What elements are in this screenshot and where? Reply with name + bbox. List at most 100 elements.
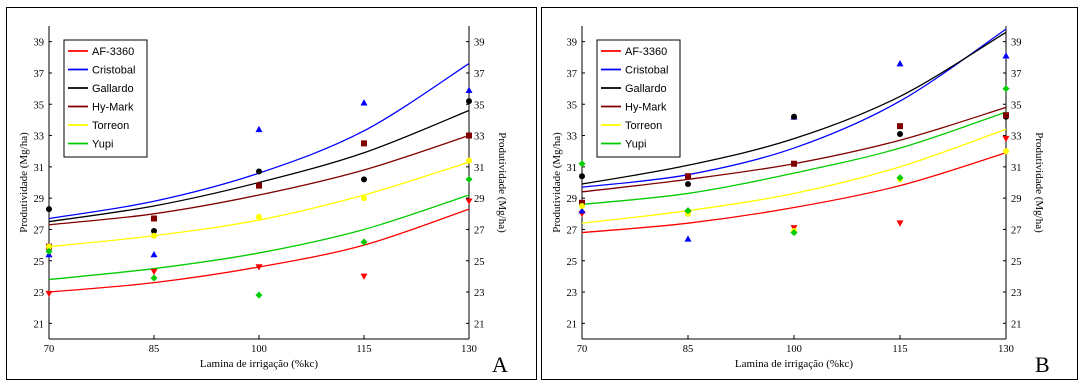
data-point-yupi — [790, 229, 798, 237]
x-tick-label: 85 — [149, 344, 160, 355]
y-tick-label-left: 23 — [567, 288, 578, 299]
data-point-hy-mark — [579, 199, 585, 206]
data-point-af-3360 — [1002, 135, 1010, 143]
x-tick-label: 70 — [44, 344, 55, 355]
data-point-yupi — [578, 160, 586, 168]
fit-line-af-3360 — [48, 208, 470, 293]
data-point-gallardo — [897, 130, 903, 137]
y-tick-label-left: 21 — [567, 319, 578, 330]
data-point-af-3360 — [255, 264, 263, 271]
legend-label: Gallardo — [92, 83, 134, 95]
y-tick-label-right: 23 — [474, 288, 485, 299]
y-tick-label-left: 33 — [567, 132, 578, 143]
y-tick-label-left: 37 — [34, 69, 45, 80]
y-tick-label-left: 23 — [34, 288, 45, 299]
data-point-af-3360 — [896, 220, 904, 227]
data-point-yupi — [150, 274, 158, 282]
panel-letter: B — [1035, 352, 1050, 377]
y-tick-label-right: 21 — [1011, 319, 1022, 330]
data-point-af-3360 — [465, 198, 473, 205]
y-axis-title-left: Produtividade (Mg/ha) — [18, 132, 30, 233]
x-tick-label: 85 — [683, 344, 694, 355]
fit-line-cristobal — [581, 28, 1007, 188]
data-point-cristobal — [360, 99, 368, 106]
legend-label: Yupi — [92, 139, 113, 151]
fit-line-torreon — [48, 161, 470, 248]
legend-label: Cristobal — [625, 65, 668, 77]
legend-label: Hy-Mark — [625, 102, 667, 114]
y-tick-label-right: 21 — [474, 319, 485, 330]
data-point-gallardo — [466, 98, 472, 105]
y-tick-label-right: 37 — [1011, 69, 1022, 80]
data-point-cristobal — [465, 86, 473, 93]
legend-label: Torreon — [625, 120, 662, 132]
fit-line-gallardo — [48, 109, 470, 223]
y-tick-label-right: 39 — [1011, 38, 1022, 49]
fit-line-af-3360 — [581, 152, 1007, 234]
chart-panel-a: 21 21 23 23 25 25 27 27 29 29 31 31 33 33 35 35 37 37 39 39… — [6, 7, 537, 380]
x-tick-label: 130 — [461, 344, 477, 355]
data-point-torreon — [1003, 148, 1009, 155]
y-tick-label-left: 27 — [567, 225, 578, 236]
y-tick-label-right: 27 — [474, 225, 485, 236]
legend-label: Gallardo — [625, 83, 667, 95]
y-tick-label-left: 39 — [567, 38, 578, 49]
data-point-yupi — [255, 291, 263, 299]
fit-line-yupi — [48, 194, 470, 281]
y-tick-label-right: 37 — [474, 69, 485, 80]
y-tick-label-right: 23 — [1011, 288, 1022, 299]
data-point-cristobal — [150, 250, 158, 258]
y-tick-label-right: 29 — [1011, 194, 1022, 205]
x-tick-label: 100 — [786, 344, 802, 355]
data-point-hy-mark — [685, 173, 691, 180]
y-tick-label-left: 35 — [567, 100, 578, 111]
data-point-gallardo — [685, 181, 691, 188]
data-point-hy-mark — [791, 160, 797, 167]
data-point-torreon — [46, 243, 52, 250]
x-tick-label: 100 — [251, 344, 267, 355]
y-tick-label-right: 33 — [1011, 132, 1022, 143]
legend-box — [63, 39, 148, 158]
data-point-af-3360 — [45, 290, 53, 298]
x-axis-title: Lamina de irrigação (%kc) — [735, 358, 854, 370]
y-tick-label-right: 25 — [474, 257, 485, 268]
data-point-gallardo — [256, 168, 262, 175]
y-tick-label-right: 35 — [1011, 100, 1022, 111]
y-tick-label-right: 31 — [474, 163, 485, 174]
data-point-yupi — [1002, 85, 1010, 93]
data-point-yupi — [465, 175, 473, 183]
fit-line-hy-mark — [48, 134, 470, 226]
data-point-hy-mark — [361, 140, 367, 147]
legend-label: Torreon — [92, 120, 129, 132]
data-point-hy-mark — [1003, 112, 1009, 119]
legend-label: Cristobal — [92, 65, 135, 77]
legend-label: Hy-Mark — [92, 102, 134, 114]
y-tick-label-right: 31 — [1011, 163, 1022, 174]
y-tick-label-left: 29 — [567, 194, 578, 205]
y-tick-label-right: 39 — [474, 38, 485, 49]
y-axis-title-right: Produtividade (Mg/ha) — [1033, 132, 1045, 233]
y-tick-label-left: 35 — [34, 100, 45, 111]
y-tick-label-left: 25 — [34, 257, 45, 268]
data-point-cristobal — [578, 207, 586, 214]
data-point-hy-mark — [256, 182, 262, 189]
y-tick-label-left: 25 — [567, 257, 578, 268]
legend-box — [596, 39, 681, 158]
data-point-torreon — [256, 213, 262, 220]
x-tick-label: 130 — [998, 344, 1014, 355]
y-tick-label-right: 29 — [474, 194, 485, 205]
panel-letter: A — [492, 352, 508, 377]
data-point-yupi — [896, 174, 904, 182]
y-axis-title-right: Produtividade (Mg/ha) — [496, 132, 508, 233]
x-axis-title: Lamina de irrigação (%kc) — [200, 358, 319, 370]
fit-line-yupi — [581, 111, 1007, 206]
y-tick-label-right: 27 — [1011, 225, 1022, 236]
data-point-af-3360 — [150, 268, 158, 276]
data-point-cristobal — [896, 60, 904, 67]
y-tick-label-left: 37 — [567, 69, 578, 80]
x-tick-label: 115 — [356, 344, 371, 355]
y-tick-label-left: 39 — [34, 38, 45, 49]
data-point-gallardo — [151, 228, 157, 235]
data-point-torreon — [361, 195, 367, 202]
data-point-gallardo — [46, 206, 52, 213]
